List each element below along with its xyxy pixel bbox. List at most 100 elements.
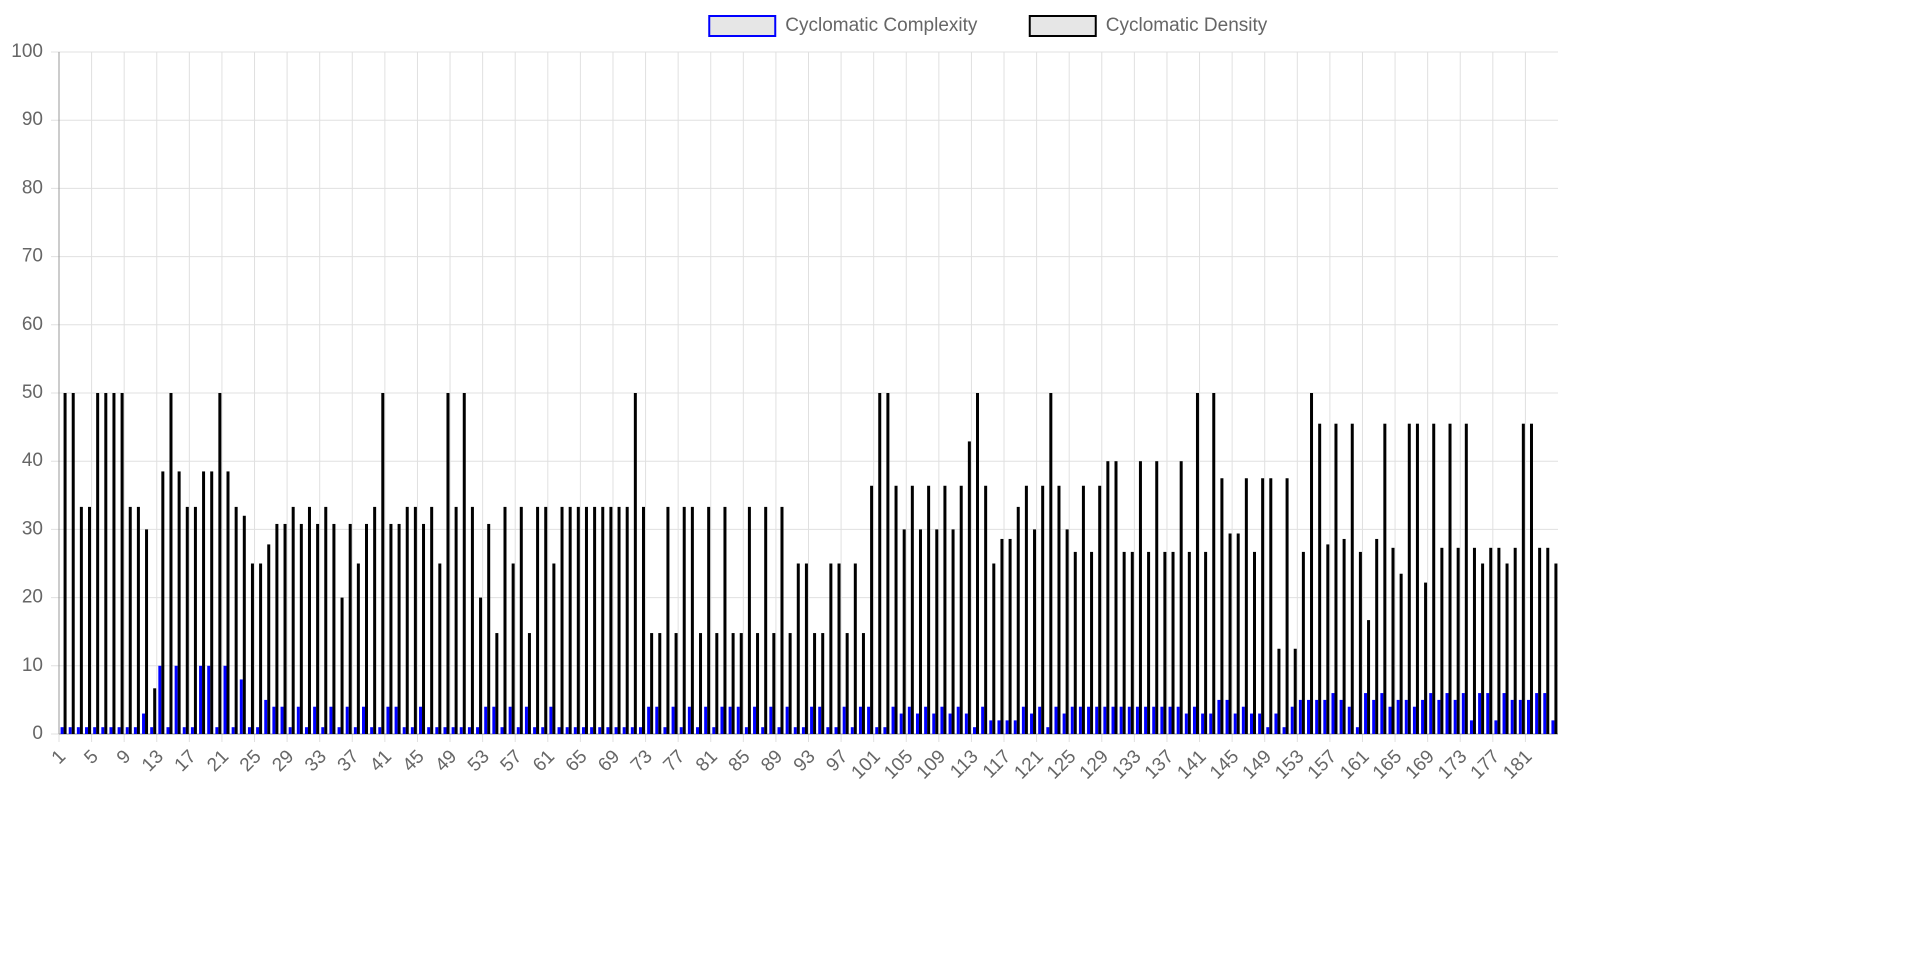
bar: [1204, 551, 1208, 734]
bar: [1030, 713, 1034, 734]
bar: [1391, 547, 1395, 734]
bar: [785, 706, 789, 734]
bar: [117, 727, 121, 734]
bar: [829, 563, 833, 734]
bar: [511, 563, 515, 734]
bar: [731, 633, 735, 734]
bar: [951, 529, 955, 734]
legend-label: Cyclomatic Complexity: [785, 15, 978, 36]
bar: [560, 506, 564, 734]
bar: [1432, 423, 1436, 734]
bar: [687, 706, 691, 734]
bar: [837, 563, 841, 734]
bar: [614, 727, 618, 734]
bar: [150, 727, 154, 734]
x-tick-label: 49: [431, 746, 461, 776]
bar: [598, 727, 602, 734]
bar: [1005, 720, 1009, 734]
x-tick-label: 61: [529, 746, 559, 776]
bar: [1298, 699, 1302, 734]
bar: [1122, 551, 1126, 734]
x-tick-label: 177: [1467, 746, 1504, 783]
bar: [861, 633, 865, 734]
bar: [1415, 423, 1419, 734]
bar: [989, 720, 993, 734]
bar: [508, 706, 512, 734]
x-tick-label: 93: [790, 746, 820, 776]
bar: [202, 471, 206, 734]
bar: [109, 727, 113, 734]
bar: [459, 727, 463, 734]
bar: [1033, 529, 1037, 734]
bar: [1448, 423, 1452, 734]
bar: [666, 506, 670, 734]
x-tick-label: 125: [1043, 746, 1080, 783]
bar: [422, 523, 426, 734]
bar: [552, 563, 556, 734]
bar: [1407, 423, 1411, 734]
bar: [1201, 713, 1205, 734]
bar: [324, 506, 328, 734]
bar: [1217, 699, 1221, 734]
x-tick-label: 73: [627, 746, 657, 776]
bar: [780, 506, 784, 734]
bar: [663, 727, 667, 734]
bar: [1038, 706, 1042, 734]
bar: [1526, 699, 1530, 734]
bar: [125, 727, 129, 734]
bar: [813, 633, 817, 734]
y-tick-label: 0: [32, 723, 43, 744]
bar: [853, 563, 857, 734]
bar: [976, 393, 980, 734]
bar: [1347, 706, 1351, 734]
bar: [804, 563, 808, 734]
bar: [365, 523, 369, 734]
bar: [389, 523, 393, 734]
legend-swatch: [708, 15, 777, 37]
bar: [386, 706, 390, 734]
bar: [1290, 706, 1294, 734]
bar: [218, 393, 222, 734]
bar: [1062, 713, 1066, 734]
bar: [1383, 423, 1387, 734]
x-tick-label: 21: [203, 746, 233, 776]
bar: [1380, 693, 1384, 734]
bar: [419, 706, 423, 734]
bar: [353, 727, 357, 734]
bar: [264, 699, 268, 734]
bar: [728, 706, 732, 734]
bar: [120, 393, 124, 734]
bar: [1551, 720, 1555, 734]
x-tick-label: 105: [880, 746, 917, 783]
bar: [744, 727, 748, 734]
bar: [1127, 706, 1131, 734]
bar: [584, 506, 588, 734]
x-tick-label: 37: [334, 746, 364, 776]
bar: [272, 706, 276, 734]
legend-label: Cyclomatic Density: [1106, 15, 1268, 36]
bar: [973, 727, 977, 734]
bar: [1350, 423, 1354, 734]
bar: [430, 506, 434, 734]
bar: [1252, 551, 1256, 734]
bar: [1070, 706, 1074, 734]
bar: [1233, 713, 1237, 734]
x-tick-label: 81: [692, 746, 722, 776]
bar: [85, 727, 89, 734]
bar: [712, 727, 716, 734]
bar: [1073, 551, 1077, 734]
x-tick-label: 45: [399, 746, 429, 776]
bar: [796, 563, 800, 734]
x-tick-label: 17: [171, 746, 201, 776]
bar: [527, 633, 531, 734]
bar: [1301, 551, 1305, 734]
bar: [1212, 393, 1216, 734]
bar: [867, 706, 871, 734]
bar: [981, 706, 985, 734]
bar: [313, 706, 317, 734]
bar: [169, 393, 173, 734]
bar: [381, 393, 385, 734]
bar: [394, 706, 398, 734]
bar: [777, 727, 781, 734]
bar: [1293, 648, 1297, 734]
